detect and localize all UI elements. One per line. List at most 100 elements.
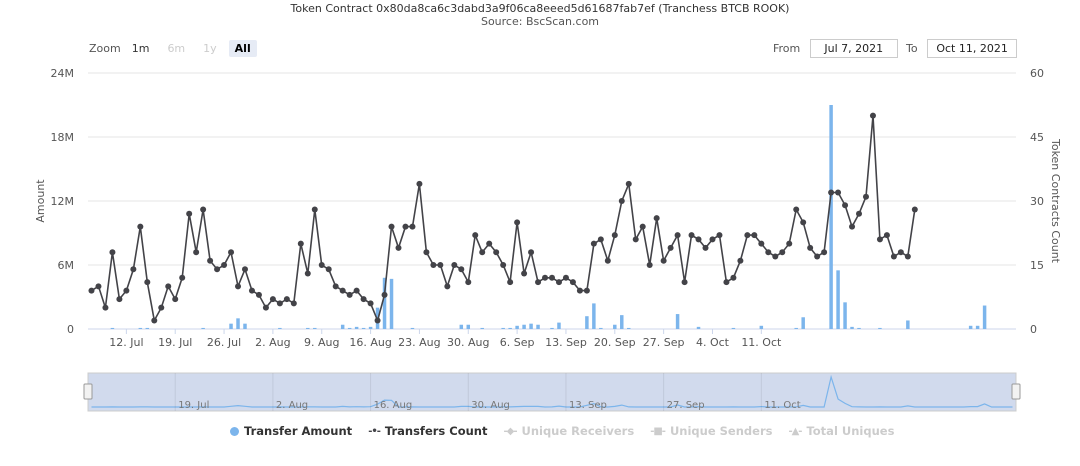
- point-transfers-count: [297, 240, 304, 247]
- bar-transfer-amount: [675, 314, 680, 329]
- bar-transfer-amount: [236, 318, 240, 329]
- point-transfers-count: [430, 262, 437, 268]
- point-transfers-count: [339, 287, 346, 294]
- navigator-mask: [87, 372, 1017, 412]
- point-transfers-count: [597, 236, 604, 243]
- bar-transfer-amount: [906, 320, 910, 329]
- zoom-selector: Zoom 1m 6m 1y All: [89, 40, 263, 57]
- x-tick-label: 4. Oct: [696, 336, 730, 349]
- legend-item-transfer-amount[interactable]: Transfer Amount: [230, 424, 352, 438]
- navigator-right-handle[interactable]: [1011, 383, 1021, 400]
- point-transfers-count: [304, 270, 311, 277]
- point-transfers-count: [458, 266, 465, 273]
- point-transfers-count: [569, 279, 576, 286]
- point-transfers-count: [207, 257, 214, 264]
- bar-transfer-amount: [529, 323, 533, 329]
- point-transfers-count: [381, 291, 388, 298]
- legend-label: Unique Receivers: [521, 424, 635, 438]
- legend-label: Total Uniques: [806, 424, 895, 438]
- navigator-label: 27. Sep: [667, 400, 705, 411]
- navigator-label: 11. Oct: [764, 400, 800, 411]
- triangle-icon: -▲-: [788, 425, 802, 437]
- point-transfers-count: [137, 223, 144, 230]
- navigator-label: 13. Sep: [569, 400, 607, 411]
- point-transfers-count: [367, 300, 374, 307]
- point-transfers-count: [535, 279, 542, 286]
- bar-transfer-amount: [361, 327, 366, 329]
- point-transfers-count: [444, 283, 451, 290]
- point-transfers-count: [528, 249, 535, 256]
- y-left-tick-label: 0: [67, 323, 74, 336]
- point-transfers-count: [807, 244, 814, 251]
- point-transfers-count: [332, 283, 339, 290]
- point-transfers-count: [779, 249, 786, 256]
- zoom-1y-button[interactable]: 1y: [203, 42, 217, 55]
- point-transfers-count: [695, 236, 702, 243]
- zoom-all-button[interactable]: All: [228, 40, 257, 57]
- bar-transfer-amount: [759, 325, 764, 329]
- bar-transfer-amount: [480, 327, 484, 329]
- point-transfers-count: [862, 193, 869, 200]
- point-transfers-count: [883, 232, 890, 239]
- point-transfers-count: [346, 291, 353, 298]
- bar-transfer-amount: [501, 327, 505, 329]
- point-transfers-count: [632, 236, 639, 243]
- legend-item-unique-receivers[interactable]: -◆- Unique Receivers: [503, 424, 634, 438]
- point-transfers-count: [730, 274, 737, 281]
- point-transfers-count: [437, 262, 444, 268]
- range-to: To Oct 11, 2021: [906, 39, 1018, 58]
- y-right-tick-label: 0: [1030, 323, 1037, 336]
- square-icon: -■-: [650, 425, 666, 437]
- zoom-6m-button[interactable]: 6m: [167, 42, 186, 55]
- legend-item-unique-senders[interactable]: -■- Unique Senders: [650, 424, 772, 438]
- point-transfers-count: [549, 274, 555, 281]
- bar-transfer-amount: [229, 323, 233, 329]
- legend-label: Transfers Count: [384, 424, 488, 438]
- x-tick-label: 6. Sep: [500, 336, 535, 349]
- bar-transfer-amount: [459, 324, 464, 329]
- legend-item-transfers-count[interactable]: -•- Transfers Count: [368, 424, 487, 438]
- zoom-1m-button[interactable]: 1m: [131, 42, 150, 55]
- to-date-input[interactable]: Oct 11, 2021: [927, 39, 1018, 58]
- navigator-label: 2. Aug: [276, 400, 308, 411]
- bar-transfer-amount: [515, 325, 519, 329]
- bar-transfer-amount: [801, 317, 805, 329]
- bar-transfer-amount: [620, 315, 624, 329]
- point-transfers-count: [465, 279, 472, 286]
- point-transfers-count: [179, 274, 186, 281]
- point-transfers-count: [423, 249, 430, 256]
- point-transfers-count: [221, 262, 228, 268]
- point-transfers-count: [660, 257, 667, 264]
- point-transfers-count: [904, 253, 911, 260]
- point-transfers-count: [890, 253, 897, 260]
- point-transfers-count: [283, 296, 290, 303]
- point-transfers-count: [186, 210, 193, 217]
- y-left-tick-label: 18M: [51, 131, 75, 144]
- bar-transfer-amount: [599, 327, 603, 329]
- point-transfers-count: [507, 279, 514, 286]
- bar-transfer-amount: [278, 327, 282, 329]
- point-transfers-count: [116, 296, 123, 303]
- bar-transfer-amount: [145, 327, 150, 329]
- point-transfers-count: [555, 279, 562, 286]
- point-transfers-count: [751, 232, 758, 239]
- point-transfers-count: [653, 215, 660, 222]
- bar-transfer-amount: [794, 327, 798, 329]
- navigator-left-handle[interactable]: [83, 383, 93, 400]
- from-date-input[interactable]: Jul 7, 2021: [809, 39, 898, 58]
- y-right-tick-label: 60: [1030, 67, 1044, 80]
- point-transfers-count: [409, 223, 416, 230]
- point-transfers-count: [758, 240, 765, 247]
- x-tick-label: 12. Jul: [109, 336, 143, 349]
- bar-transfer-amount: [975, 325, 980, 329]
- bar-transfer-amount: [243, 323, 247, 329]
- legend-item-total-uniques[interactable]: -▲- Total Uniques: [788, 424, 894, 438]
- point-transfers-count: [214, 266, 221, 273]
- point-transfers-count: [856, 210, 863, 217]
- point-transfers-count: [911, 206, 918, 213]
- bar-transfer-amount: [627, 327, 631, 329]
- point-transfers-count: [793, 206, 800, 213]
- point-transfers-count: [193, 249, 200, 256]
- point-transfers-count: [897, 249, 904, 256]
- point-transfers-count: [716, 232, 723, 239]
